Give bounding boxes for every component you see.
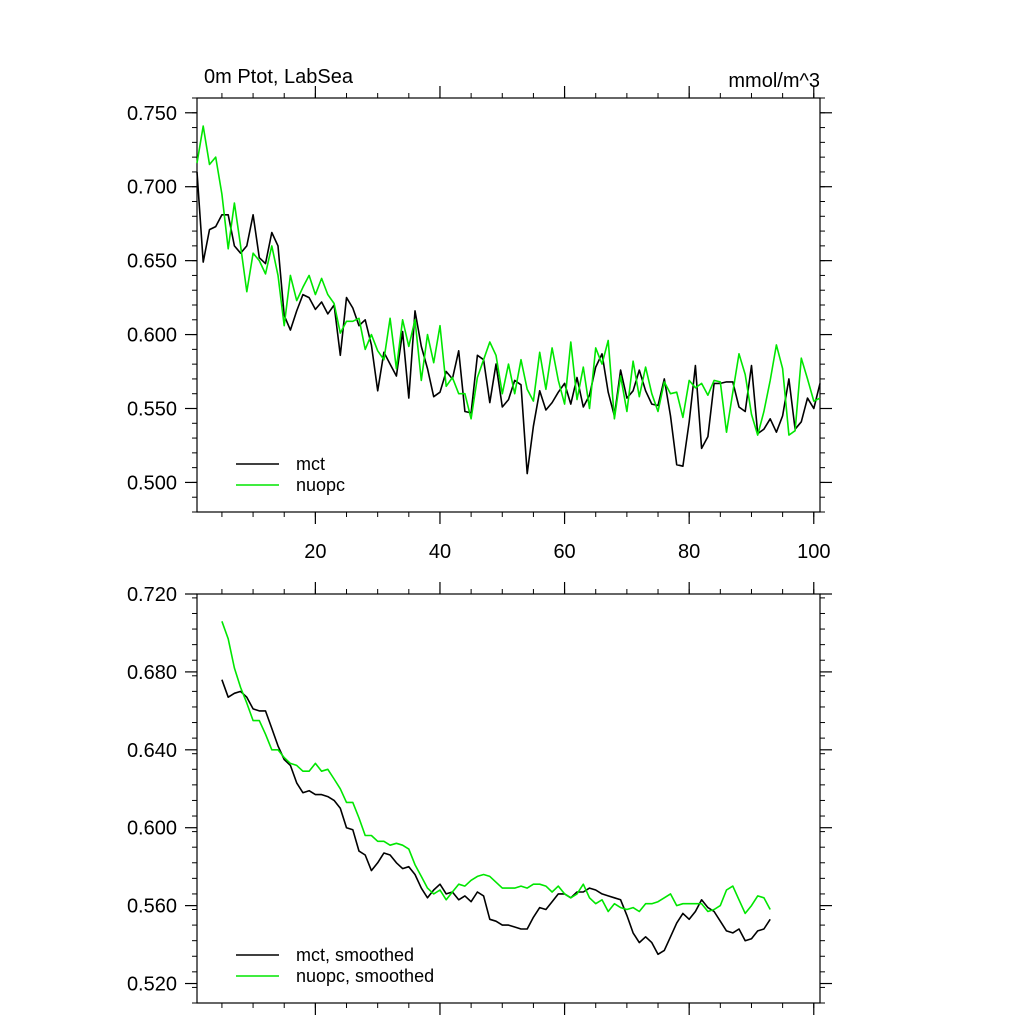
chart-top-ytick-label: 0.600 (127, 325, 177, 347)
chart-bottom-ytick-label: 0.720 (127, 584, 177, 606)
chart-bottom-ytick-label: 0.560 (127, 896, 177, 918)
chart-top-legend-label-mct: mct (296, 454, 325, 474)
chart-top-plot-area: 0.500 0.550 0.600 0.650 0.700 0.750 20 40 60 80 10… (127, 86, 832, 563)
chart-bottom-ytick-label: 0.520 (127, 974, 177, 996)
chart-top-xtick-label: 100 (797, 541, 830, 563)
chart-top-ytick-label: 0.750 (127, 103, 177, 125)
chart-bottom-ytick-label: 0.640 (127, 740, 177, 762)
chart-top-xtick-label: 40 (429, 541, 451, 563)
chart-bottom: 0.520 0.560 0.600 0.640 0.680 0.720 mct, smoot… (127, 582, 832, 1015)
chart-top-series-mct (196, 171, 821, 475)
chart-top-legend-label-nuopc: nuopc (296, 475, 345, 495)
chart-top-title: 0m Ptot, LabSea (204, 66, 354, 88)
chart-top-frame (196, 97, 821, 513)
chart-top-xtick-label: 80 (678, 541, 700, 563)
chart-top-ytick-label: 0.500 (127, 472, 177, 494)
chart-top-xtick-label: 20 (304, 541, 326, 563)
chart-top-units: mmol/m^3 (728, 70, 820, 92)
chart-top-ytick-label: 0.700 (127, 177, 177, 199)
chart-bottom-series-nuopc (221, 621, 771, 915)
chart-bottom-legend-label-nuopc: nuopc, smoothed (296, 966, 434, 986)
chart-top: 0m Ptot, LabSea mmol/m^3 0.500 0.550 0.600… (127, 66, 832, 563)
chart-bottom-legend-label-mct: mct, smoothed (296, 945, 414, 965)
chart-bottom-frame (196, 593, 821, 1004)
chart-bottom-plot-area: 0.520 0.560 0.600 0.640 0.680 0.720 mct, smoot… (127, 582, 832, 1015)
chart-bottom-series-mct (221, 679, 771, 956)
chart-top-xtick-label: 60 (553, 541, 575, 563)
chart-bottom-ytick-label: 0.600 (127, 818, 177, 840)
chart-bottom-ytick-label: 0.680 (127, 662, 177, 684)
chart-top-ytick-label: 0.650 (127, 251, 177, 273)
chart-top-series-nuopc (196, 125, 821, 436)
chart-top-ytick-label: 0.550 (127, 399, 177, 421)
